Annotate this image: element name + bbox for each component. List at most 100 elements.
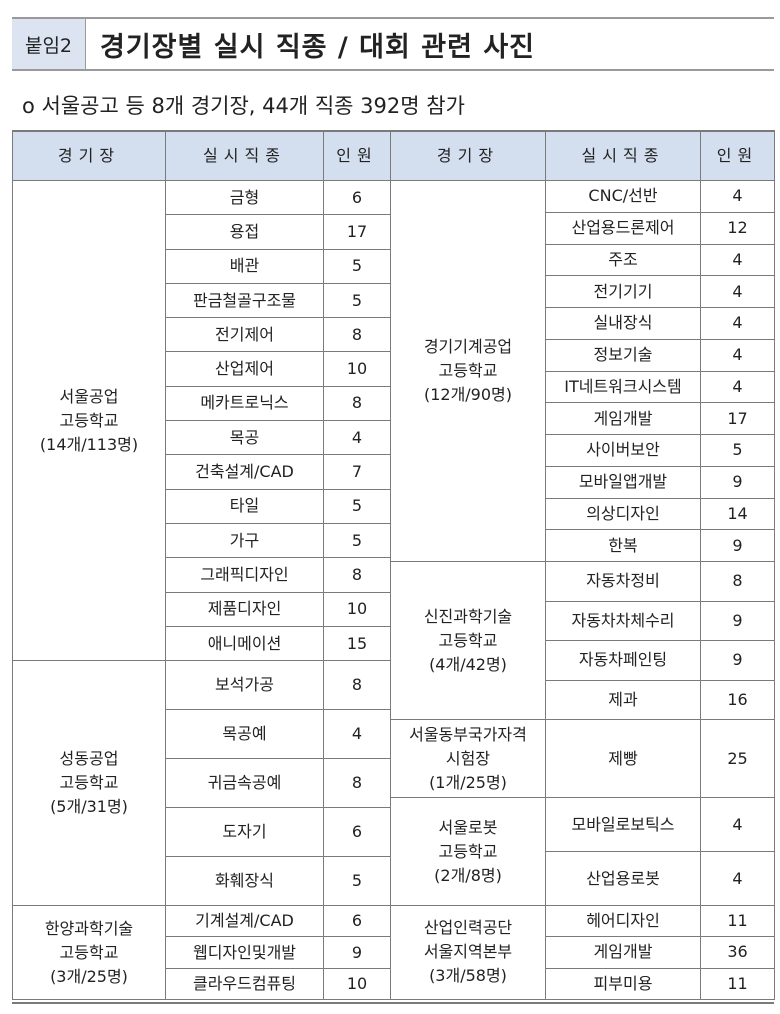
table-row: 판금철골구조물 5 [13,282,391,319]
event-count-cell: 4 [700,338,775,372]
title-bar: 붙임2 경기장별 실시 직종 / 대회 관련 사진 [12,17,774,71]
event-count-cell: 7 [323,454,391,490]
event-count-cell: 5 [323,282,391,319]
event-count-cell: 4 [700,307,775,340]
table-row: 경기기계공업 고등학교 (12개/90명) CNC/선반 4 [390,180,775,562]
event-count-cell: 4 [323,420,391,456]
event-count-cell: 17 [323,214,391,250]
event-name-cell: 산업용드론제어 [545,211,701,245]
event-name-cell: 배관 [165,248,324,284]
event-name-cell: 타일 [165,488,324,524]
event-name-cell: 제과 [545,679,701,720]
event-count-cell: 36 [700,936,775,969]
event-count-cell: 5 [700,434,775,467]
event-count-cell: 4 [700,370,775,404]
event-count-cell: 4 [700,851,775,906]
table-row: 정보기술 4 [391,338,775,372]
event-count-cell: 5 [323,856,391,907]
table-row: 전기제어 8 [13,317,391,353]
event-count-cell: 4 [700,275,775,308]
header-venue: 경기장 [390,130,546,181]
venue-cell: 신진과학기술 고등학교 (4개/42명) [390,561,546,720]
table-row: 한복 9 [391,529,775,562]
event-name-cell: 목공예 [165,709,324,760]
event-count-cell: 9 [700,640,775,681]
table-row: 화훼장식 5 [13,856,391,907]
event-count-cell: 14 [700,497,775,531]
event-count-cell: 4 [323,709,391,760]
event-count-cell: 16 [700,679,775,720]
event-name-cell: CNC/선반 [545,180,701,213]
header-venue: 경기장 [12,130,166,181]
event-name-cell: 헤어디자인 [545,904,701,938]
event-name-cell: 웹디자인및개발 [165,936,324,969]
event-count-cell: 6 [323,807,391,858]
event-name-cell: 모바일앱개발 [545,465,701,499]
event-name-cell: 자동차정비 [545,561,701,602]
event-name-cell: 기계설계/CAD [165,905,324,938]
event-name-cell: 용접 [165,214,324,250]
table-row: 주조 4 [391,243,775,277]
event-name-cell: 정보기술 [545,338,701,372]
table-row: 서울로봇 고등학교 (2개/8명) 모바일로보틱스 4 [390,797,775,906]
event-name-cell: 보석가공 [165,660,324,711]
event-count-cell: 15 [323,625,391,662]
table-row: 용접 17 [13,214,391,250]
table-row: 한양과학기술 고등학교 (3개/25명) 기계설계/CAD 6 [12,905,391,1001]
event-count-cell: 4 [700,797,775,852]
venue-table-right: 경기장 실시직종 인원 경기기계공업 고등학교 (12개/90명) CNC/선반 4… [390,130,775,1000]
event-count-cell: 9 [700,465,775,499]
event-count-cell: 12 [700,211,775,245]
table-row: 성동공업 고등학교 (5개/31명) 보석가공 8 [12,660,391,907]
attachment-tag: 붙임2 [12,19,86,69]
event-name-cell: 산업용로봇 [545,851,701,906]
event-name-cell: 사이버보안 [545,434,701,467]
table-row: 서울공업 고등학교 (14개/113명) 금형 6 [12,179,391,662]
event-count-cell: 11 [700,967,775,1000]
event-count-cell: 9 [323,936,391,969]
table-row: 산업용드론제어 12 [391,211,775,245]
venue-cell: 성동공업 고등학교 (5개/31명) [12,660,166,907]
table-row: 산업용로봇 4 [391,851,775,906]
event-count-cell: 9 [700,529,775,562]
event-name-cell: 도자기 [165,807,324,858]
table-row: 실내장식 4 [391,307,775,340]
event-name-cell: 피부미용 [545,967,701,1000]
venue-cell: 산업인력공단 서울지역본부 (3개/58명) [390,905,546,1000]
table-row: 서울동부국가자격 시험장 (1개/25명) 제빵 25 [390,719,775,798]
event-count-cell: 8 [323,317,391,353]
table-row: 모바일앱개발 9 [391,465,775,499]
table-row: IT네트워크시스템 4 [391,370,775,404]
venue-table-left: 경기장 실시직종 인원 서울공업 고등학교 (14개/113명) 금형 6 용접 17 배… [12,130,391,1001]
table-row: 자동차페인팅 9 [391,640,775,681]
event-name-cell: 그래픽디자인 [165,557,324,593]
event-name-cell: 애니메이션 [165,625,324,662]
event-count-cell: 25 [700,719,775,798]
event-count-cell: 6 [323,179,391,216]
page-title: 경기장별 실시 직종 / 대회 관련 사진 [100,31,536,63]
table-row: 전기기기 4 [391,275,775,308]
table-row: 메카트로닉스 8 [13,385,391,422]
event-name-cell: 주조 [545,243,701,277]
table-row: 목공예 4 [13,709,391,760]
summary-text: o 서울공고 등 8개 경기장, 44개 직종 392명 참가 [22,94,465,118]
event-name-cell: 금형 [165,179,324,216]
event-name-cell: 가구 [165,522,324,559]
event-name-cell: 제빵 [545,719,701,798]
event-name-cell: 모바일로보틱스 [545,797,701,852]
venue-cell: 서울동부국가자격 시험장 (1개/25명) [390,719,546,798]
event-count-cell: 6 [323,905,391,938]
table-row: 도자기 6 [13,807,391,858]
event-name-cell: 건축설계/CAD [165,454,324,490]
event-count-cell: 10 [323,591,391,627]
venue-cell: 한양과학기술 고등학교 (3개/25명) [12,905,166,1001]
event-name-cell: 화훼장식 [165,856,324,907]
event-name-cell: 판금철골구조물 [165,282,324,319]
event-name-cell: 전기기기 [545,275,701,308]
header-count: 인원 [323,130,391,181]
event-count-cell: 8 [700,561,775,602]
table-row: 목공 4 [13,420,391,456]
header-row: 경기장 실시직종 인원 [390,130,775,181]
table-row: 산업인력공단 서울지역본부 (3개/58명) 헤어디자인 11 [390,904,775,1000]
event-name-cell: 산업제어 [165,351,324,387]
